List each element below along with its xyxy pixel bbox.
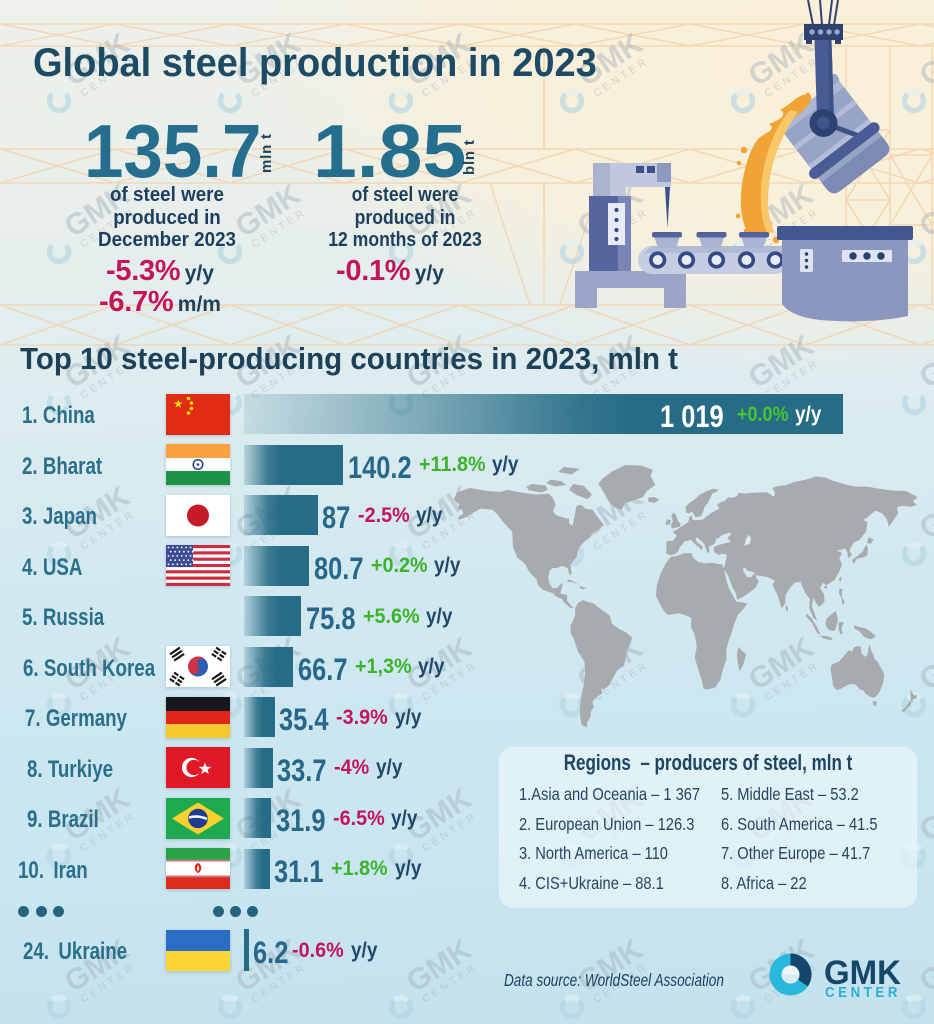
svg-text:GMK: GMK [914, 933, 934, 999]
svg-text:CENTER: CENTER [825, 985, 901, 999]
svg-text:GMK: GMK [824, 954, 901, 992]
